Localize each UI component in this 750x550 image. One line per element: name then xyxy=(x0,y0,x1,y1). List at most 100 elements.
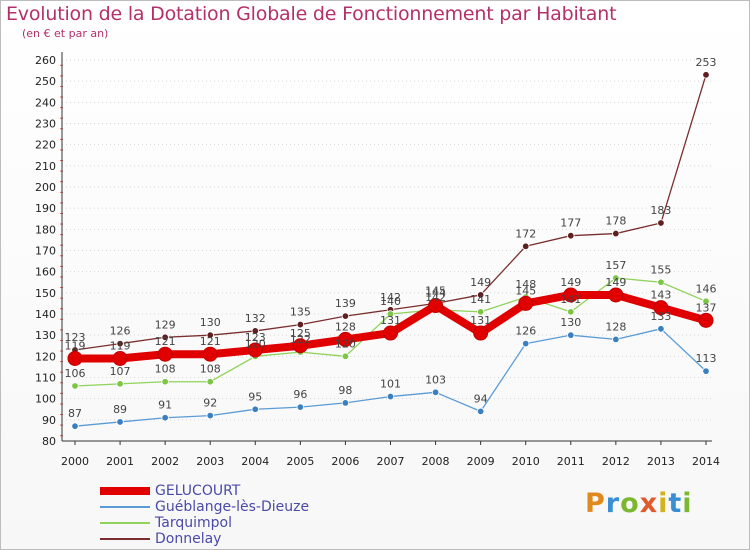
x-tick-label: 2010 xyxy=(512,455,540,468)
x-tick-label: 2006 xyxy=(331,455,359,468)
data-point xyxy=(251,405,259,413)
y-tick-label: 90 xyxy=(42,414,56,427)
data-point xyxy=(112,350,128,366)
x-tick-label: 2014 xyxy=(692,455,720,468)
data-point xyxy=(702,297,710,305)
data-label: 131 xyxy=(470,314,491,327)
data-label: 149 xyxy=(470,276,491,289)
data-label: 142 xyxy=(425,291,446,304)
data-label: 123 xyxy=(65,331,86,344)
data-point xyxy=(702,71,710,79)
data-label: 133 xyxy=(650,310,671,323)
data-point xyxy=(612,274,620,282)
data-point xyxy=(386,310,395,318)
data-point xyxy=(653,300,669,316)
legend-label-donnelay: Donnelay xyxy=(155,531,222,547)
data-label: 92 xyxy=(203,397,217,410)
data-label: 143 xyxy=(650,289,671,302)
data-label: 141 xyxy=(470,293,491,306)
x-tick-label: 2000 xyxy=(61,455,89,468)
data-point xyxy=(608,287,624,303)
data-label: 95 xyxy=(248,390,262,403)
data-point xyxy=(116,418,124,426)
data-point xyxy=(657,278,665,286)
data-point xyxy=(612,229,620,238)
data-label: 94 xyxy=(474,392,488,405)
data-label: 89 xyxy=(113,403,127,416)
data-label: 121 xyxy=(200,335,221,348)
y-tick-label: 130 xyxy=(35,329,56,342)
data-point xyxy=(341,352,350,361)
data-label: 121 xyxy=(155,335,176,348)
data-label: 103 xyxy=(425,373,446,386)
data-point xyxy=(428,298,444,314)
data-label: 132 xyxy=(245,312,266,325)
data-point xyxy=(337,331,353,347)
data-label: 139 xyxy=(335,297,356,310)
data-point xyxy=(206,411,214,420)
data-point xyxy=(518,295,534,311)
data-label: 119 xyxy=(65,339,86,352)
data-point xyxy=(71,382,79,390)
y-tick-label: 220 xyxy=(35,139,56,152)
y-tick-label: 170 xyxy=(35,245,56,258)
chart-title: Evolution de la Dotation Globale de Fonc… xyxy=(6,3,617,25)
y-tick-label: 230 xyxy=(35,118,56,131)
series-donnelay xyxy=(71,71,710,354)
data-point xyxy=(386,392,395,401)
data-label: 130 xyxy=(200,316,221,329)
data-point xyxy=(476,308,485,316)
legend-swatch-tarquimpol xyxy=(100,522,150,524)
data-label: 149 xyxy=(560,276,581,289)
data-label: 178 xyxy=(605,215,626,228)
legend-swatch-gueblange xyxy=(100,506,150,508)
legend-label-gueblange: Guéblange-lès-Dieuze xyxy=(155,499,310,515)
data-point xyxy=(292,338,308,354)
data-label: 98 xyxy=(338,384,352,397)
data-point xyxy=(612,335,620,344)
data-point xyxy=(522,242,530,250)
data-label: 149 xyxy=(605,276,626,289)
logo-letter: o xyxy=(620,488,640,519)
data-label: 141 xyxy=(560,293,581,306)
y-tick-label: 110 xyxy=(35,372,56,385)
data-point xyxy=(157,346,173,362)
data-point xyxy=(341,312,350,320)
data-point xyxy=(247,342,263,358)
legend-label-gelucourt: GELUCOURT xyxy=(155,483,241,499)
data-label: 96 xyxy=(293,388,307,401)
data-point xyxy=(476,291,485,299)
data-point xyxy=(206,378,214,386)
data-label: 177 xyxy=(560,217,581,230)
logo-letter: t xyxy=(668,488,683,519)
data-point xyxy=(296,320,305,329)
data-label: 140 xyxy=(380,295,401,308)
data-label: 87 xyxy=(68,407,82,420)
y-tick-label: 160 xyxy=(35,266,56,279)
x-tick-label: 2004 xyxy=(241,455,269,468)
legend-swatch-gelucourt xyxy=(100,487,150,495)
data-point xyxy=(296,403,305,411)
chart-subtitle: (en € et par an) xyxy=(22,27,109,40)
data-label: 145 xyxy=(425,284,446,297)
data-label: 145 xyxy=(515,284,536,297)
y-tick-label: 190 xyxy=(35,202,56,215)
data-label: 142 xyxy=(380,291,401,304)
data-label: 119 xyxy=(110,339,131,352)
data-label: 135 xyxy=(290,306,311,319)
data-point xyxy=(116,339,124,348)
data-point xyxy=(206,331,214,339)
logo-letter: i xyxy=(658,488,669,519)
data-label: 125 xyxy=(290,327,311,340)
x-tick-label: 2013 xyxy=(647,455,675,468)
data-label: 91 xyxy=(158,399,172,412)
proxiti-logo: Proxiti xyxy=(585,488,693,519)
data-label: 126 xyxy=(110,325,131,338)
data-point xyxy=(522,339,530,348)
data-point xyxy=(161,333,169,341)
data-point xyxy=(657,325,665,333)
x-tick-label: 2003 xyxy=(196,455,224,468)
logo-letter: r xyxy=(605,488,621,519)
